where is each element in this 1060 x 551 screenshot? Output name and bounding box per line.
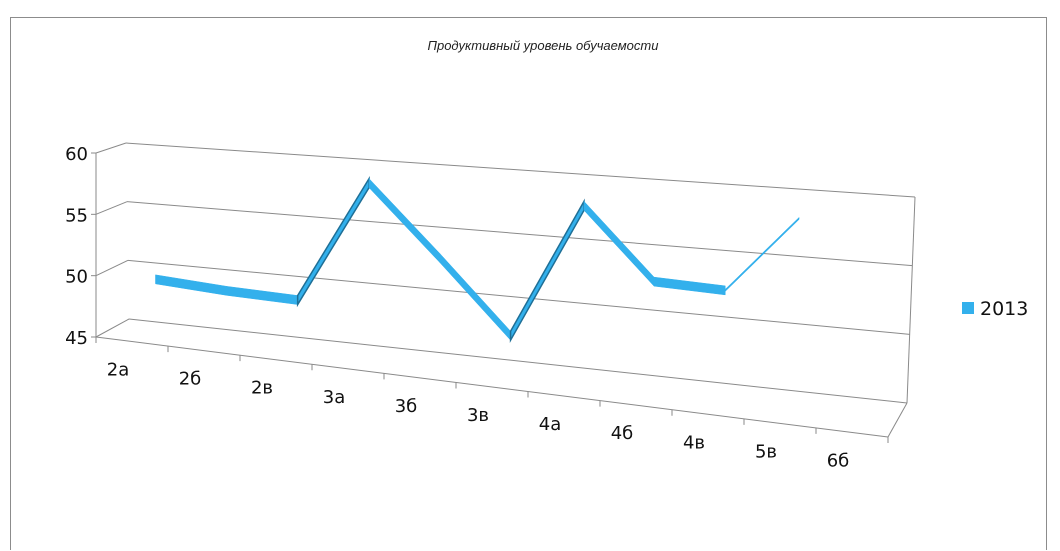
axis-layer: 45 50 55 60 2а 2б 2в 3а 3б 3в 4а 4б 4в 5в 6б [65, 142, 908, 471]
x-tick-label: 6б [827, 450, 850, 471]
grid-layer [125, 142, 916, 404]
y-tick-label: 55 [65, 205, 88, 226]
series-segment [226, 286, 298, 305]
legend: 2013 [962, 298, 1028, 320]
gridline [126, 201, 913, 267]
x-axis-line [95, 336, 889, 438]
series-segment [368, 178, 441, 264]
x-tick-label: 3б [395, 396, 418, 417]
floor-right-edge [887, 402, 908, 438]
x-tick-label: 2а [107, 360, 129, 381]
side-wall-line [95, 201, 128, 215]
series-segment [296, 175, 370, 308]
legend-swatch [962, 302, 974, 314]
gridline [125, 142, 916, 198]
x-tick-label: 2в [251, 378, 273, 399]
x-tick-label: 3в [467, 405, 489, 426]
series-segment [725, 216, 800, 292]
side-wall-line [95, 142, 127, 154]
x-tick-label: 5в [755, 441, 777, 462]
side-wall-line [95, 259, 129, 277]
series-segment [439, 253, 511, 341]
series-segment [155, 274, 227, 296]
chart-title: Продуктивный уровень обучаемости [428, 38, 659, 53]
series-segment [653, 276, 726, 296]
series-segment [509, 198, 585, 344]
y-tick-label: 50 [65, 267, 88, 288]
series-layer [155, 175, 800, 344]
y-tick-label: 45 [65, 328, 88, 349]
legend-label-2013: 2013 [980, 298, 1028, 320]
x-tick-label: 4в [683, 432, 705, 453]
y-tick-label: 60 [65, 144, 88, 165]
x-tick-label: 3а [323, 387, 345, 408]
x-tick-label: 4а [539, 414, 561, 435]
gridline [127, 259, 910, 335]
gridline [128, 318, 908, 404]
x-tick-label: 4б [611, 423, 634, 444]
back-wall-edge [906, 196, 916, 404]
chart-frame [10, 17, 1047, 550]
x-tick-label: 2б [179, 369, 202, 390]
side-wall-line [95, 318, 130, 338]
